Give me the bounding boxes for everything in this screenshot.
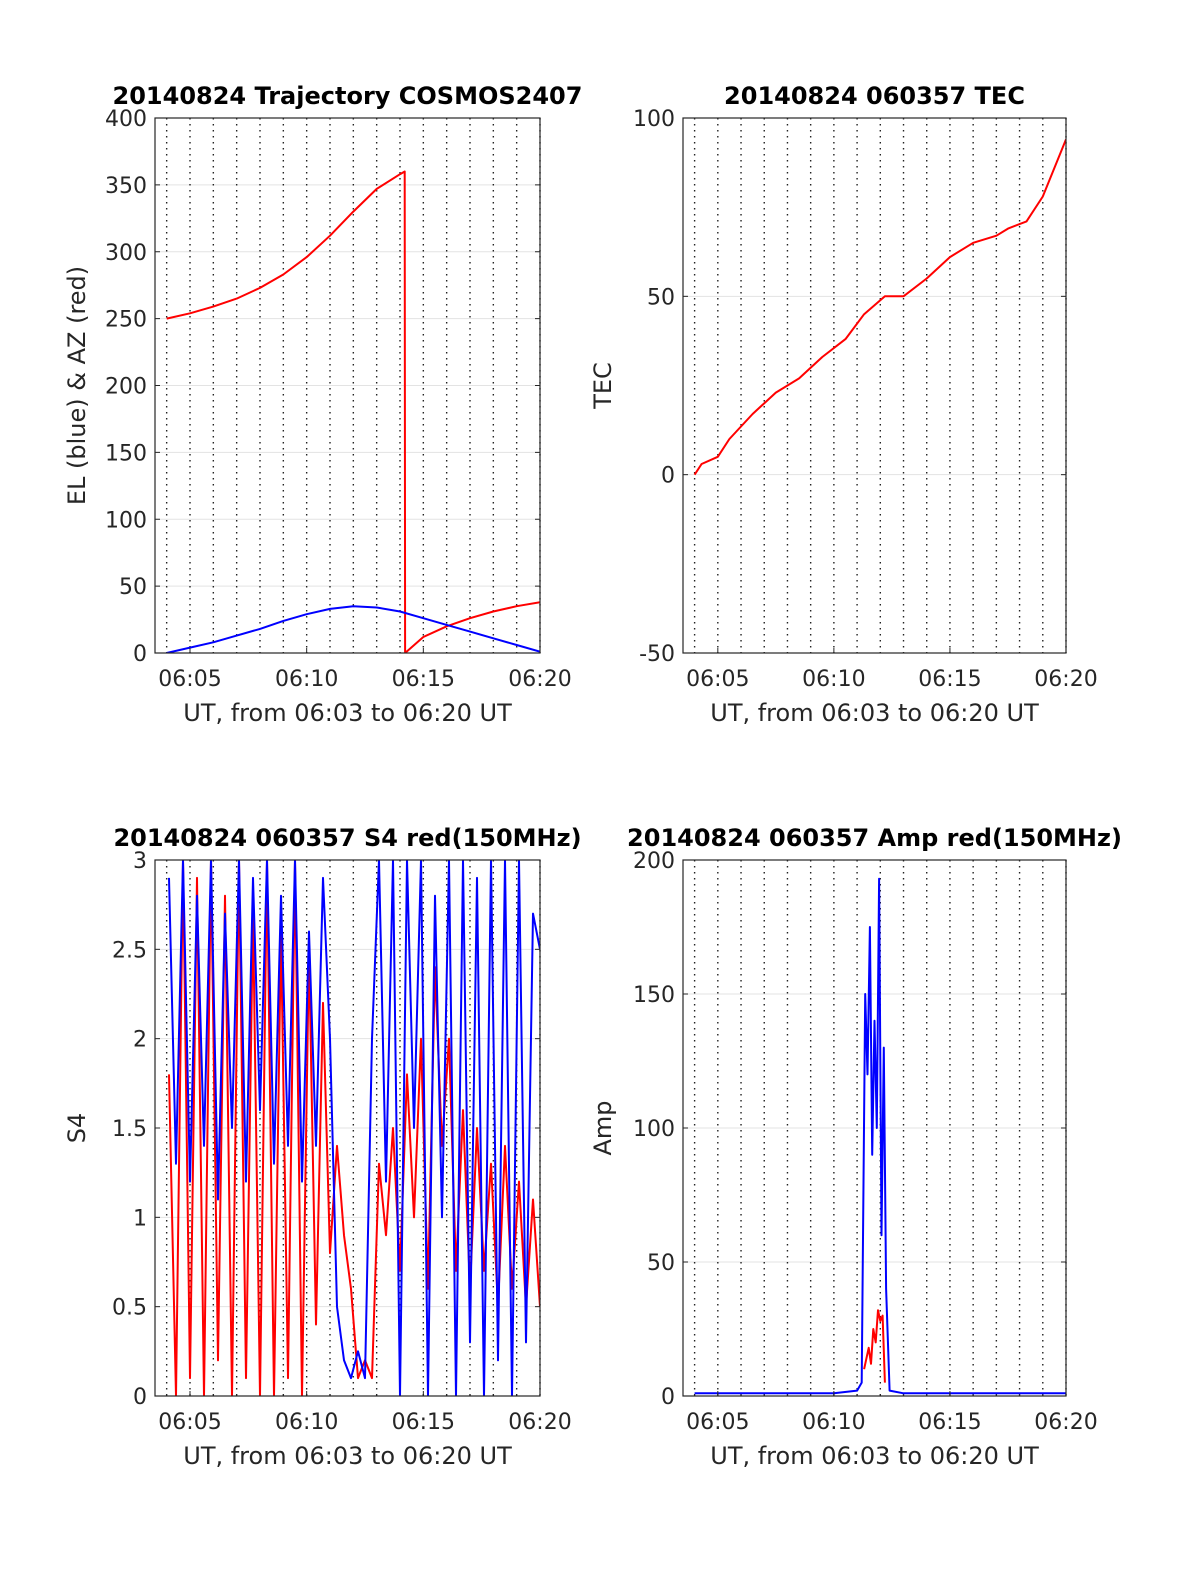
x-tick-label: 06:15 (392, 667, 455, 692)
y-tick-label: 1.5 (112, 1117, 147, 1142)
x-tick-label: 06:05 (158, 1410, 221, 1435)
y-tick-label: 100 (633, 1117, 675, 1142)
y-tick-label: 200 (105, 375, 147, 400)
y-tick-label: 400 (105, 107, 147, 132)
chart-panel-1: 0 50 100 150 200 250 300 350 400 06:05 06:10 06:15 0… (63, 82, 582, 727)
y-tick-label: 100 (105, 508, 147, 533)
chart-title: 20140824 Trajectory COSMOS2407 (113, 82, 583, 110)
y-tick-label: 250 (105, 308, 147, 333)
chart-panel-2: -50 0 50 100 06:05 06:10 06:15 06:20 20140824 06… (589, 82, 1098, 727)
series-line-2 (168, 860, 540, 1396)
axes-box (682, 117, 1067, 654)
chart-panel-3: 0 0.5 1 1.5 2 2.5 3 06:05 06:10 06:15 06:20 2014082… (63, 824, 582, 1470)
series-line-1 (863, 1309, 886, 1383)
series-line-1 (166, 170, 540, 653)
y-axis-label: S4 (63, 1113, 91, 1144)
x-tick-label: 06:20 (508, 1410, 571, 1435)
y-tick-label: 150 (105, 441, 147, 466)
y-tick-label: 0 (133, 642, 147, 667)
y-axis-label: EL (blue) & AZ (red) (63, 266, 91, 505)
y-tick-label: 50 (647, 285, 675, 310)
chart-title: 20140824 060357 TEC (724, 82, 1025, 110)
chart-title: 20140824 060357 Amp red(150MHz) (627, 824, 1122, 852)
x-tick-label: 06:10 (802, 1410, 865, 1435)
y-tick-label: 50 (647, 1251, 675, 1276)
y-tick-label: 100 (633, 107, 675, 132)
y-tick-label: 0 (661, 464, 675, 489)
y-tick-label: 0.5 (112, 1296, 147, 1321)
x-tick-label: 06:05 (686, 1410, 749, 1435)
y-tick-label: 1 (133, 1206, 147, 1231)
x-axis-label: UT, from 06:03 to 06:20 UT (183, 699, 512, 727)
y-tick-label: 2.5 (112, 938, 147, 963)
x-tick-label: 06:20 (1034, 667, 1097, 692)
series-line-1 (168, 860, 540, 1396)
x-tick-label: 06:15 (392, 1410, 455, 1435)
y-tick-label: -50 (639, 642, 675, 667)
x-tick-label: 06:10 (275, 1410, 338, 1435)
y-tick-label: 2 (133, 1028, 147, 1053)
plot-area (683, 118, 1066, 653)
x-tick-label: 06:10 (802, 667, 865, 692)
x-tick-label: 06:10 (275, 667, 338, 692)
y-tick-label: 300 (105, 241, 147, 266)
y-tick-label: 0 (661, 1385, 675, 1410)
y-axis-label: TEC (589, 362, 617, 410)
x-axis-label: UT, from 06:03 to 06:20 UT (710, 1442, 1039, 1470)
x-tick-label: 06:20 (1034, 1410, 1097, 1435)
chart-panel-4: 0 50 100 150 200 06:05 06:10 06:15 06:20 20140824… (589, 824, 1122, 1470)
x-axis-label: UT, from 06:03 to 06:20 UT (710, 699, 1039, 727)
x-tick-label: 06:20 (508, 667, 571, 692)
y-tick-label: 0 (133, 1385, 147, 1410)
y-axis-label: Amp (589, 1100, 617, 1155)
x-tick-label: 06:05 (686, 667, 749, 692)
series-line-2 (694, 877, 1066, 1395)
y-tick-label: 350 (105, 174, 147, 199)
y-tick-label: 150 (633, 983, 675, 1008)
x-tick-label: 06:05 (158, 667, 221, 692)
series-line-1 (693, 139, 1066, 476)
series-line-2 (166, 605, 540, 653)
y-tick-label: 50 (119, 575, 147, 600)
x-axis-label: UT, from 06:03 to 06:20 UT (183, 1442, 512, 1470)
chart-title: 20140824 060357 S4 red(150MHz) (113, 824, 581, 852)
y-tick-label: 200 (633, 849, 675, 874)
x-tick-label: 06:15 (918, 1410, 981, 1435)
x-tick-label: 06:15 (918, 667, 981, 692)
y-tick-label: 3 (133, 849, 147, 874)
